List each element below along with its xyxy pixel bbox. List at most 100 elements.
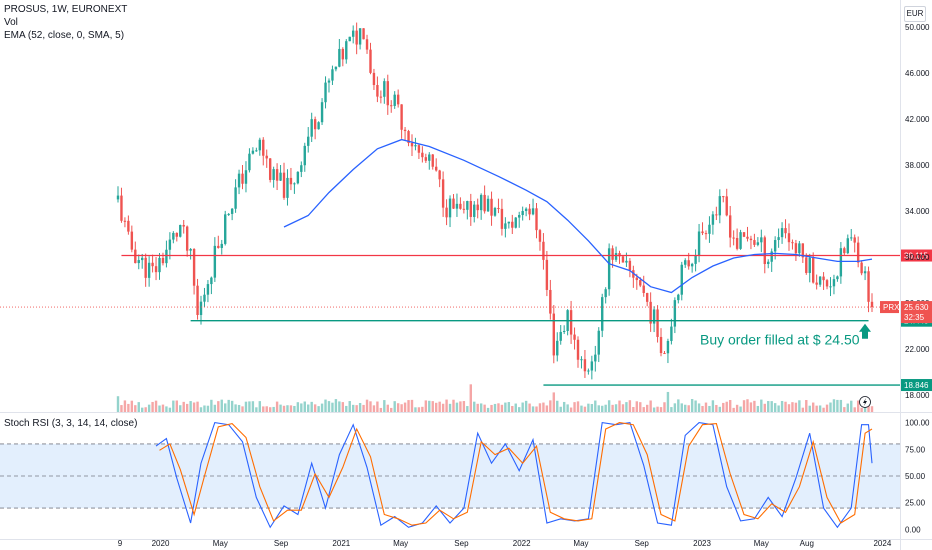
volume-bar: [258, 401, 262, 412]
stoch-d-line: [159, 422, 873, 526]
candle-body: [175, 232, 178, 237]
stoch-k-line: [155, 421, 873, 529]
candle-body: [587, 370, 590, 372]
time-tick-label: Sep: [454, 539, 469, 548]
volume-bar: [587, 403, 590, 412]
volume-bar: [141, 407, 144, 412]
volume-bar: [396, 403, 400, 412]
candle-body: [756, 242, 760, 245]
volume-bar: [784, 401, 787, 412]
candle-body: [473, 204, 476, 217]
candle-body: [168, 239, 172, 250]
volume-bar: [127, 403, 130, 412]
volume-bar: [514, 403, 517, 412]
volume-bar: [583, 406, 587, 412]
volume-bar: [825, 404, 829, 412]
time-axis[interactable]: 9 2020 May Sep 2021 May Sep 2022 May Sep 2023 May Au…: [118, 539, 892, 548]
stoch-tick-label: 25.00: [905, 499, 926, 508]
price-axis[interactable]: 18.00022.00026.00030.00034.00038.00042.0…: [905, 23, 930, 534]
volume-bar: [836, 399, 839, 412]
volume-legend[interactable]: Vol: [4, 17, 18, 28]
ema-legend[interactable]: EMA (52, close, 0, SMA, 5): [4, 30, 125, 41]
volume-bar: [569, 407, 573, 412]
level-price-tag: [901, 379, 932, 392]
volume-bar: [787, 404, 791, 412]
currency-button[interactable]: EUR: [904, 6, 926, 22]
volume-bar: [760, 399, 763, 412]
candle-body: [701, 231, 704, 234]
candle-body: [718, 196, 722, 216]
candle-body: [390, 105, 393, 107]
volume-bar: [621, 404, 625, 412]
volume-bar: [407, 400, 410, 412]
volume-bar: [614, 404, 618, 412]
candle-body: [594, 354, 597, 362]
volume-bar: [732, 407, 735, 412]
volume-bar: [400, 404, 403, 412]
candle-body: [538, 230, 542, 242]
candle-body: [604, 289, 607, 298]
candle-body: [628, 260, 632, 271]
candle-body: [753, 240, 756, 245]
time-tick-label: Aug: [800, 539, 814, 548]
candle-body: [369, 49, 372, 73]
candle-body: [832, 279, 836, 287]
stoch-rsi-legend[interactable]: Stoch RSI (3, 3, 14, 14, close): [4, 418, 138, 429]
candle-body: [521, 211, 524, 216]
candle-body: [642, 285, 645, 294]
ema-layer: [283, 138, 873, 294]
candle-body: [486, 198, 490, 212]
candle-body: [652, 309, 656, 324]
candle-body: [659, 336, 663, 354]
volume-bar: [116, 396, 120, 412]
volume-bar: [293, 405, 296, 412]
volume-bar: [542, 402, 545, 412]
candle-body: [435, 166, 438, 171]
candle-body: [504, 223, 507, 229]
candle-body: [559, 331, 562, 341]
volume-bar: [856, 400, 860, 412]
candle-body: [393, 94, 396, 106]
candle-body: [670, 326, 673, 341]
volume-bar: [528, 403, 531, 412]
volume-bar: [351, 404, 355, 412]
price-tick-label: 18.000: [905, 391, 930, 400]
candle-body: [583, 359, 587, 372]
candle-body: [307, 136, 310, 146]
candle-body: [856, 242, 860, 263]
candle-body: [625, 260, 628, 263]
candle-body: [822, 276, 825, 281]
candle-body: [258, 139, 262, 151]
symbol-legend[interactable]: PROSUS, 1W, EURONEXT: [4, 4, 128, 15]
candle-body: [860, 262, 863, 274]
volume-bar: [590, 404, 594, 412]
price-tick-label: 50.000: [905, 23, 930, 32]
candle-body: [728, 215, 732, 238]
price-tick-label: 38.000: [905, 161, 930, 170]
candle-body: [296, 171, 300, 184]
volume-bar: [473, 401, 476, 412]
volume-bar: [801, 407, 805, 412]
candle-body: [372, 72, 376, 86]
candle-body: [317, 122, 320, 130]
candle-body: [524, 208, 528, 212]
candle-body: [462, 208, 466, 210]
volume-bar: [220, 399, 223, 412]
volume-bar: [241, 406, 244, 412]
volume-bar: [286, 405, 289, 412]
candle-body: [812, 257, 815, 283]
candle-body: [424, 157, 428, 161]
candle-body: [248, 153, 251, 171]
volume-bar: [296, 402, 300, 412]
candle-body: [206, 284, 210, 295]
candle-body: [241, 173, 244, 184]
candle-body: [345, 41, 348, 60]
volume-bar: [839, 399, 843, 412]
volume-bar: [317, 406, 320, 412]
stoch-rsi-lines: [155, 421, 873, 529]
price-tick-label: 34.000: [905, 207, 930, 216]
candle-body: [725, 196, 728, 216]
time-tick-label: Sep: [274, 539, 289, 548]
last-price-tag: [901, 301, 932, 324]
